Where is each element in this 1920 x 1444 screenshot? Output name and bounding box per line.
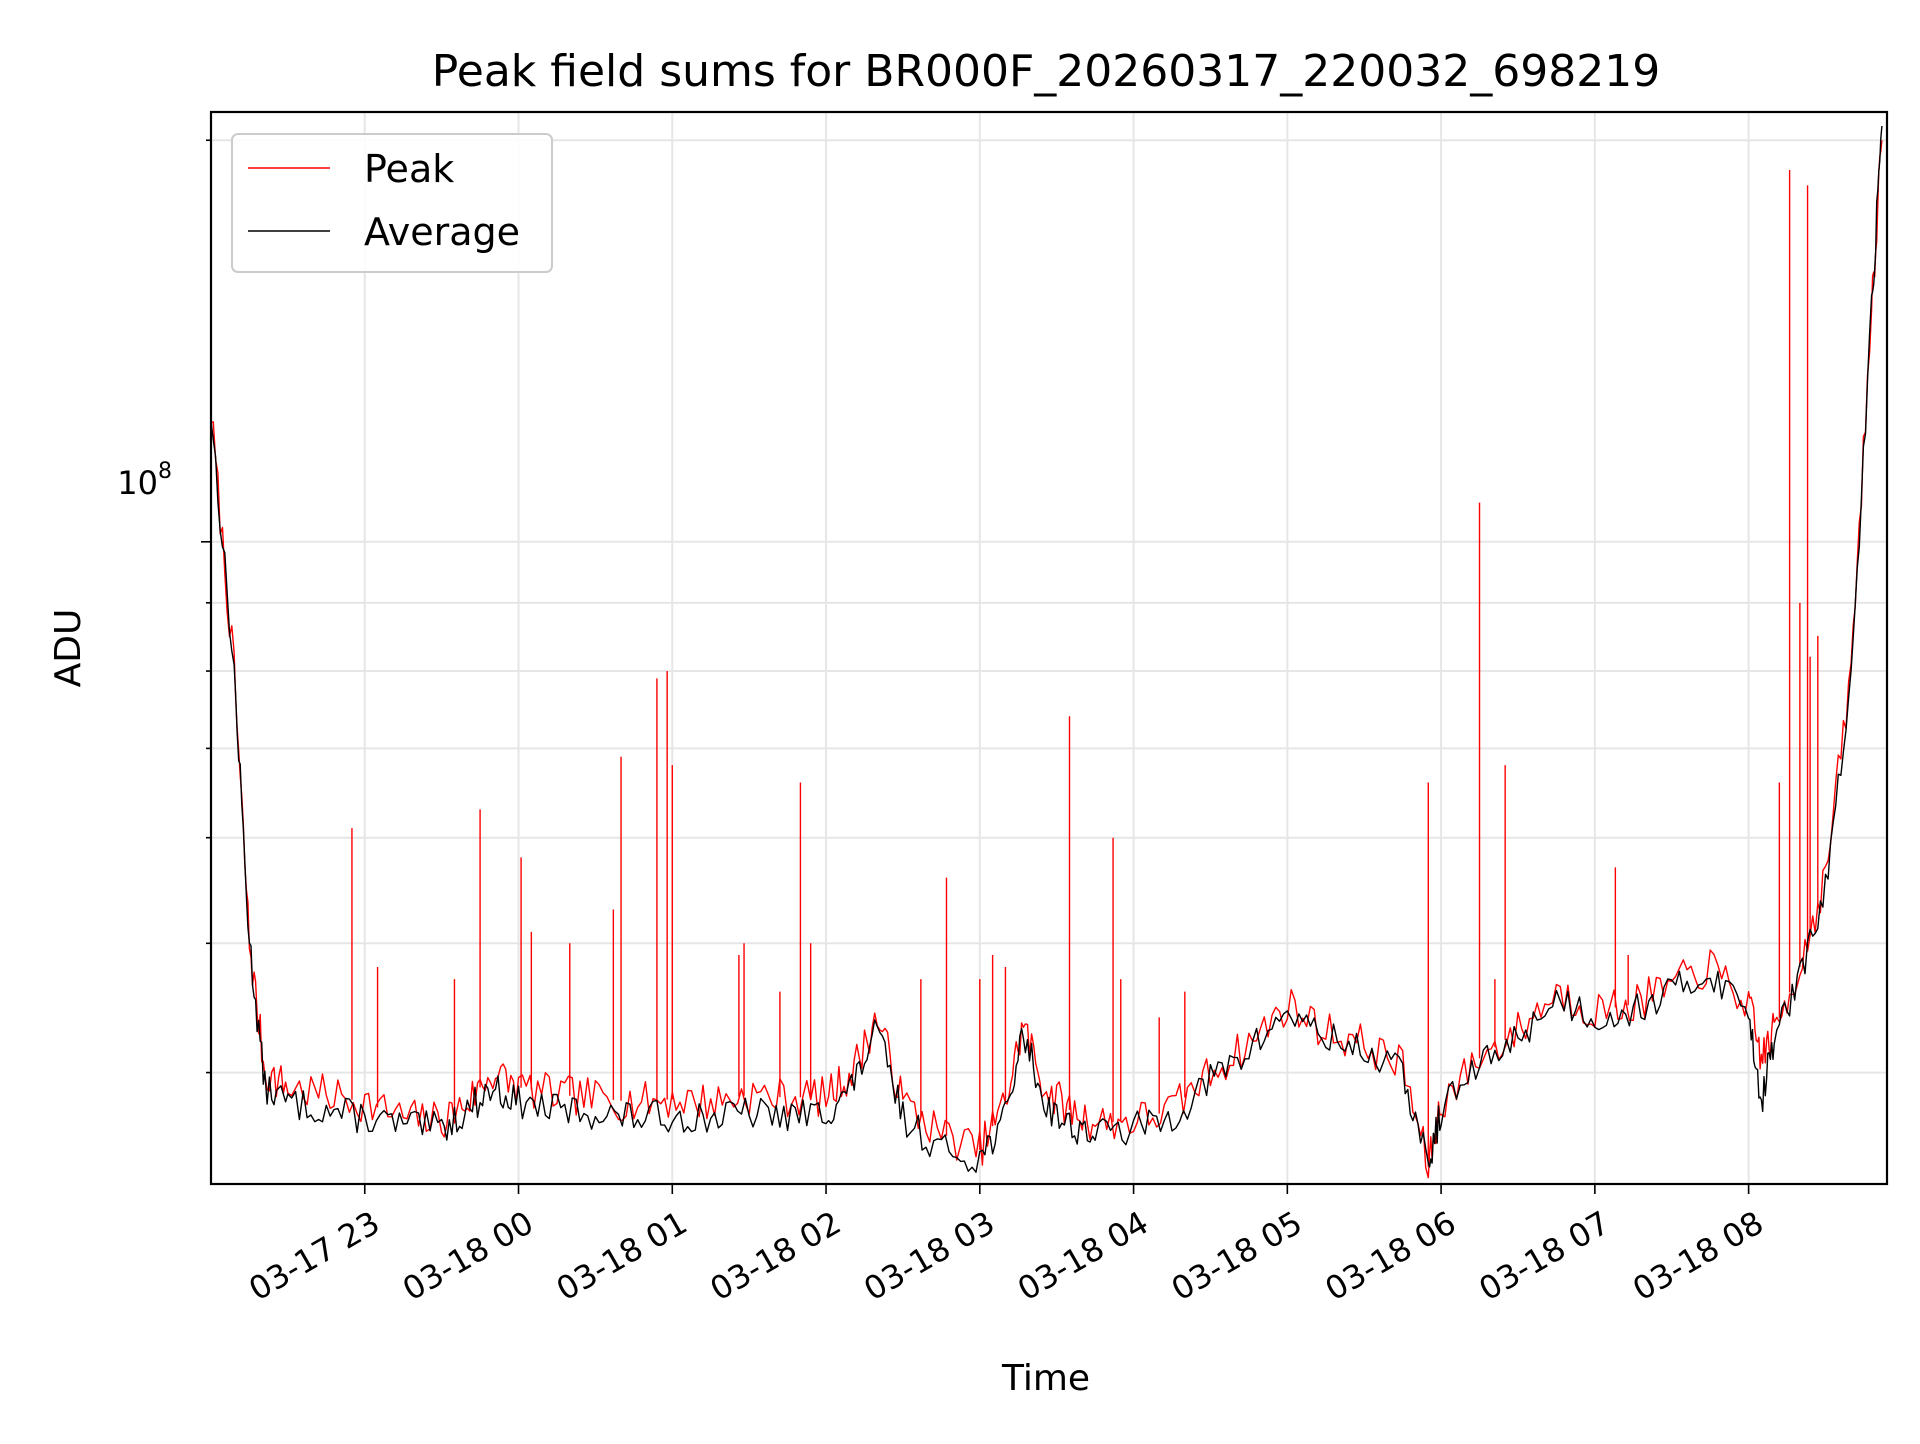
- legend: Peak Average: [231, 133, 553, 273]
- series-line-peak: [210, 140, 1883, 1179]
- series-line-average: [210, 125, 1883, 1173]
- y-tick-label-1e8: 108: [117, 459, 172, 502]
- x-axis-label: Time: [1001, 1358, 1090, 1399]
- y-tick-base: 10: [117, 464, 158, 502]
- y-axis-label: ADU: [48, 609, 89, 688]
- plot-frame: [209, 110, 1889, 1186]
- y-tick-exponent: 8: [158, 459, 172, 484]
- legend-label-average: Average: [364, 210, 520, 254]
- grid-lines: [211, 112, 1887, 1184]
- plot-series: [210, 125, 1883, 1179]
- legend-label-peak: Peak: [364, 147, 454, 191]
- chart-title: Peak field sums for BR000F_20260317_2200…: [432, 46, 1660, 97]
